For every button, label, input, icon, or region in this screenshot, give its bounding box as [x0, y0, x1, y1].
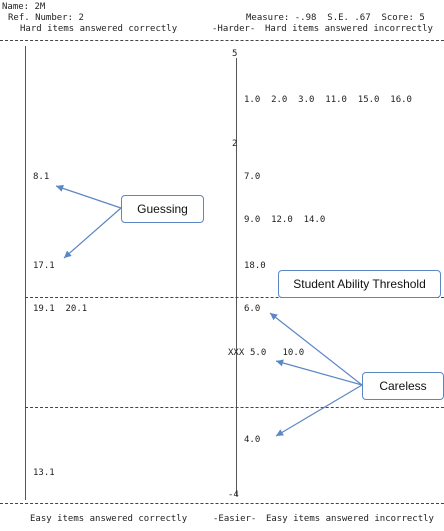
ref-number: Ref. Number: 2 — [8, 13, 84, 23]
name-label: Name: 2M — [2, 2, 46, 12]
right-item-row: 4.0 — [244, 435, 261, 445]
scale-top: 5 — [232, 49, 238, 59]
student-marker: XXX — [228, 348, 245, 358]
right-item-row: 5.0 10.0 — [250, 348, 305, 358]
threshold-callout: Student Ability Threshold — [278, 270, 441, 298]
upper-threshold-line — [25, 297, 444, 298]
careless-arrow-up — [269, 312, 363, 386]
right-item-row: 18.0 — [244, 261, 266, 271]
scale-bottom: -4 — [228, 490, 239, 500]
right-header: Hard items answered incorrectly — [265, 24, 433, 34]
careless-arrow-mid — [275, 359, 363, 386]
right-item-row: 7.0 — [244, 172, 261, 182]
footer-rule — [0, 503, 444, 504]
footer-right: Easy items answered incorrectly — [266, 514, 434, 524]
careless-arrow-down — [275, 384, 363, 437]
scale-mid: 2 — [232, 139, 238, 149]
footer-left: Easy items answered correctly — [30, 514, 188, 524]
measure-summary: Measure: -.98 S.E. .67 Score: 5 — [246, 13, 425, 23]
center-scale-line — [236, 58, 237, 496]
right-item-row: 1.0 2.0 3.0 11.0 15.0 16.0 — [244, 95, 412, 105]
left-item-row: 17.1 — [33, 261, 55, 271]
right-item-row: 6.0 — [244, 304, 261, 314]
guessing-arrow-down — [63, 207, 122, 259]
guessing-callout: Guessing — [121, 195, 204, 223]
left-item-row: 8.1 — [33, 172, 50, 182]
harder-label: -Harder- — [212, 24, 256, 34]
careless-callout: Careless — [362, 372, 444, 400]
lower-threshold-line — [25, 407, 444, 408]
guessing-arrow-up — [55, 184, 122, 209]
left-margin-line — [25, 46, 26, 500]
right-item-row: 9.0 12.0 14.0 — [244, 215, 326, 225]
left-item-row: 13.1 — [33, 468, 55, 478]
left-item-row: 19.1 20.1 — [33, 304, 88, 314]
header-rule — [0, 40, 444, 41]
left-header: Hard items answered correctly — [20, 24, 178, 34]
easier-label: -Easier- — [213, 514, 257, 524]
